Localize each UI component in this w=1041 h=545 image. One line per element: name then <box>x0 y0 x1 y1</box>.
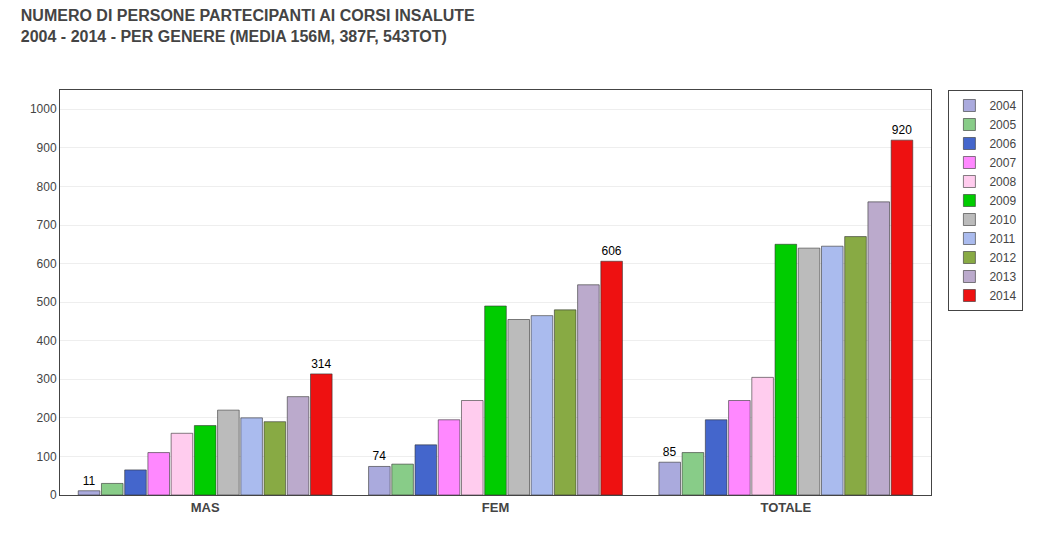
svg-text:TOTALE: TOTALE <box>760 500 811 515</box>
svg-text:920: 920 <box>892 123 912 137</box>
svg-text:800: 800 <box>37 180 57 194</box>
svg-text:314: 314 <box>311 357 331 371</box>
svg-text:2012: 2012 <box>989 251 1016 265</box>
svg-text:11: 11 <box>83 474 96 488</box>
svg-text:600: 600 <box>37 257 57 271</box>
svg-text:2004: 2004 <box>989 99 1016 113</box>
svg-text:2006: 2006 <box>989 137 1016 151</box>
svg-text:85: 85 <box>663 445 677 459</box>
svg-text:100: 100 <box>37 450 57 464</box>
svg-text:500: 500 <box>37 295 57 309</box>
svg-text:700: 700 <box>37 218 57 232</box>
svg-text:606: 606 <box>601 244 621 258</box>
svg-text:200: 200 <box>37 411 57 425</box>
svg-text:2008: 2008 <box>989 175 1016 189</box>
svg-text:2011: 2011 <box>989 232 1015 246</box>
svg-text:2007: 2007 <box>989 156 1016 170</box>
svg-text:FEM: FEM <box>482 500 509 515</box>
svg-text:MAS: MAS <box>191 500 220 515</box>
svg-text:900: 900 <box>37 141 57 155</box>
svg-text:2014: 2014 <box>989 289 1016 303</box>
svg-text:2005: 2005 <box>989 118 1016 132</box>
svg-text:2013: 2013 <box>989 270 1016 284</box>
svg-text:NUMERO DI PERSONE PARTECIPANTI: NUMERO DI PERSONE PARTECIPANTI AI CORSI … <box>21 7 475 45</box>
svg-text:2009: 2009 <box>989 194 1016 208</box>
svg-text:400: 400 <box>37 334 57 348</box>
svg-text:1000: 1000 <box>30 102 57 116</box>
svg-text:74: 74 <box>373 449 387 463</box>
svg-text:300: 300 <box>37 372 57 386</box>
svg-text:2010: 2010 <box>989 213 1016 227</box>
svg-text:0: 0 <box>50 488 57 502</box>
